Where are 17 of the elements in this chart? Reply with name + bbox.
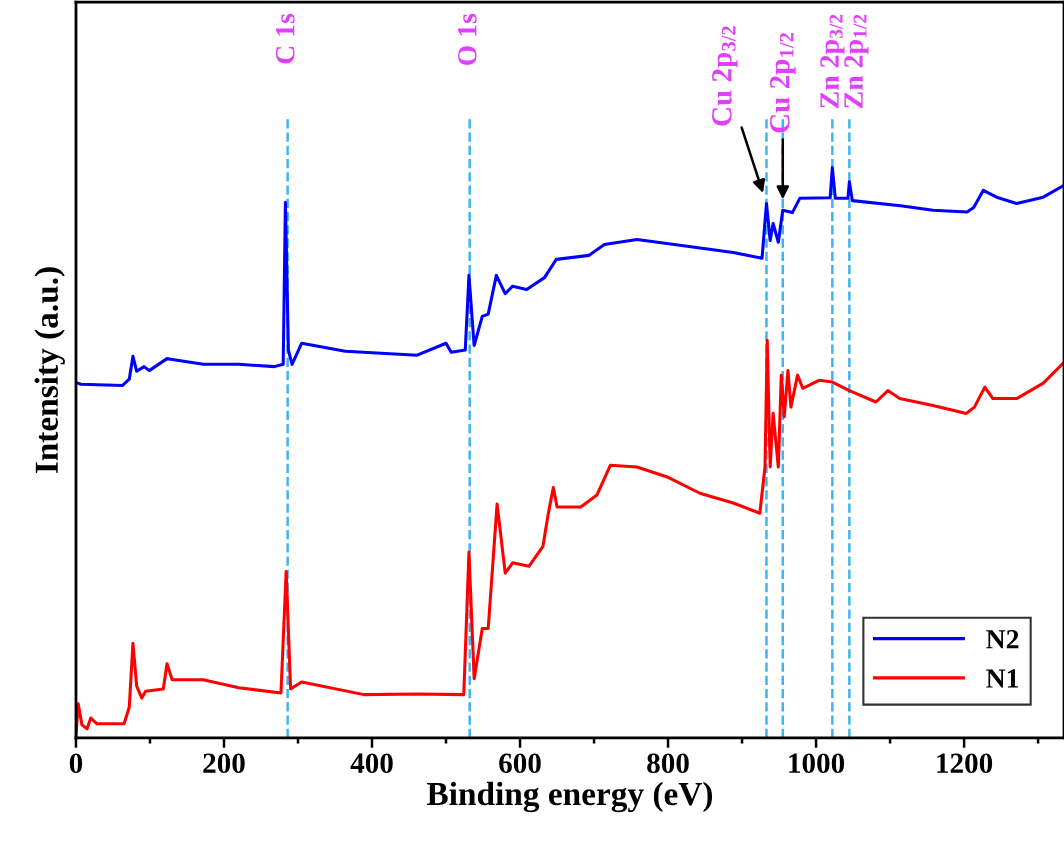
ref-line-label: Zn 2p$_{1/2}$: [844, 14, 869, 108]
x-tick-label: 400: [350, 753, 393, 774]
annotation: Cu 2p$_{3/2}$: [712, 26, 738, 126]
x-tick-label: 800: [647, 753, 689, 774]
annotation: Cu 2p$_{1/2}$: [770, 33, 796, 133]
ref-line-label: Zn 2p$_{3/2}$: [820, 14, 845, 108]
ref-line-label: C 1s: [275, 13, 295, 64]
x-tick-label: 200: [203, 753, 245, 774]
legend-label: N2: [986, 629, 1019, 649]
x-tick-label: 1000: [789, 753, 845, 774]
x-tick-label: 0: [69, 753, 83, 774]
x-axis-title: Binding energy (eV): [427, 781, 713, 813]
ref-line-label: O 1s: [457, 13, 477, 66]
y-axis-title: Intensity (a.u.): [34, 267, 65, 474]
x-tick-label: 1200: [937, 753, 993, 774]
x-tick-label: 600: [499, 753, 541, 774]
legend-label: N1: [986, 669, 1019, 688]
